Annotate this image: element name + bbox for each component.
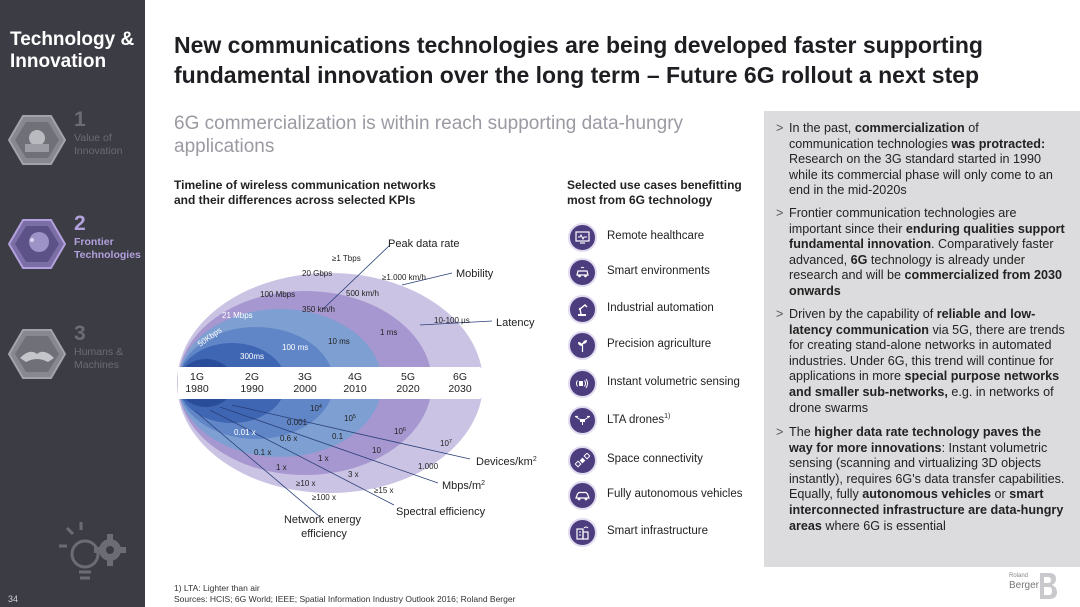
wireless-generations-diagram: Peak data rate Mobility Latency Devices/… (177, 238, 537, 540)
page-title: New communications technologies are bein… (174, 32, 983, 88)
kpi-mbps: Mbps/m2 (442, 480, 485, 492)
page-subtitle: 6G commercialization is within reach sup… (174, 113, 684, 157)
value-label: 1 x (318, 454, 329, 463)
value-label: 20 Gbps (302, 269, 332, 278)
timeline-section-title: Timeline of wireless communication netwo… (174, 178, 436, 207)
value-label: 105 (344, 414, 356, 423)
value-label: 300ms (240, 352, 264, 361)
commentary-bullet: > The higher data rate technology paves … (776, 425, 1065, 533)
smart-car-icon (568, 258, 597, 287)
sidebar-item-number: 3 (74, 322, 86, 345)
kpi-mobility: Mobility (456, 268, 494, 280)
roland-berger-logo-icon (1040, 573, 1057, 599)
footnote: 1) LTA: Lighter than air Sources: HCIS; … (174, 583, 516, 604)
value-label: 100 ms (282, 343, 308, 352)
commentary-panel (764, 111, 1080, 567)
humans-machines-hex-icon (8, 329, 66, 379)
logo-text-small: Roland (1009, 573, 1029, 579)
value-of-innovation-hex-icon (8, 115, 66, 165)
usecase-item-precision-agriculture: Precision agriculture (568, 331, 768, 363)
satellite-icon (568, 446, 597, 475)
frontier-technologies-hex-icon (8, 219, 66, 269)
sidebar: Technology & Innovation 1 Value of Innov… (0, 0, 145, 607)
value-label: 104 (310, 404, 322, 413)
kpi-network-energy: Network energy efficiency (284, 514, 364, 540)
gen-year-2020: 2020 (396, 383, 420, 395)
gen-label-6g: 6G (453, 371, 467, 383)
value-label: ≥1.000 km/h (382, 273, 426, 282)
usecases-section-title: Selected use cases benefitting most from… (567, 178, 742, 207)
usecase-item-smart-environments: Smart environments (568, 258, 768, 290)
sidebar-item-number: 2 (74, 212, 86, 235)
usecase-item-instant-volumetric-sensing: Instant volumetric sensing (568, 369, 768, 401)
value-label: 1 x (276, 463, 287, 472)
value-label: 1.000 (418, 462, 439, 471)
sidebar-item-label: Value of Innovation (74, 132, 123, 157)
value-label: 0.001 (287, 418, 308, 427)
value-label: 350 km/h (302, 305, 335, 314)
kpi-spectral-efficiency: Spectral efficiency (396, 506, 486, 518)
gen-label-1g: 1G (190, 371, 204, 383)
logo-text: Berger (1009, 580, 1040, 591)
gen-year-2010: 2010 (343, 383, 367, 395)
sidebar-item-number: 1 (74, 108, 86, 131)
usecase-item-space-connectivity: Space connectivity (568, 446, 768, 478)
value-label: ≥1 Tbps (332, 254, 361, 263)
value-label: 106 (394, 427, 406, 436)
value-label: 21 Mbps (222, 311, 253, 320)
value-label: 10-100 μs (434, 316, 470, 325)
usecase-item-fully-autonomous-vehicles: Fully autonomous vehicles (568, 481, 768, 513)
usecase-item-smart-infrastructure: Smart infrastructure (568, 518, 768, 550)
value-label: 0.01 x (234, 428, 256, 437)
drone-icon (568, 406, 597, 435)
monitor-heart-icon (568, 223, 597, 252)
building-icon (568, 518, 597, 547)
sidebar-item-value-of-innovation[interactable]: 1 Value of Innovation (0, 108, 145, 178)
kpi-latency: Latency (496, 317, 535, 329)
value-label: 500 km/h (346, 289, 379, 298)
value-label: ≥15 x (374, 486, 394, 495)
commentary-bullet: > In the past, commercialization of comm… (776, 121, 1053, 198)
value-label: 0.1 x (254, 448, 271, 457)
timeline-arrow (178, 367, 498, 399)
robot-arm-icon (568, 295, 597, 324)
sidebar-item-humans-machines[interactable]: 3 Humans & Machines (0, 322, 145, 392)
value-label: 10 ms (328, 337, 350, 346)
gen-year-1990: 1990 (240, 383, 264, 395)
usecase-item-lta-drones: LTA drones1) (568, 406, 768, 438)
value-label: 107 (440, 439, 452, 448)
usecase-item-remote-healthcare: Remote healthcare (568, 223, 768, 255)
gen-label-3g: 3G (298, 371, 312, 383)
gen-label-2g: 2G (245, 371, 259, 383)
value-label: 0.6 x (280, 434, 297, 443)
sensing-icon (568, 369, 597, 398)
kpi-peak-data-rate: Peak data rate (388, 238, 460, 250)
value-label: 10 (372, 446, 381, 455)
gen-year-1980: 1980 (185, 383, 209, 395)
plant-icon (568, 331, 597, 360)
value-label: 3 x (348, 470, 359, 479)
value-label: ≥100 x (312, 493, 336, 502)
value-label: 0.1 (332, 432, 344, 441)
gen-year-2000: 2000 (293, 383, 317, 395)
commentary-bullet: > Frontier communication technologies ar… (776, 206, 1065, 298)
commentary-bullet: > Driven by the capability of reliable a… (776, 307, 1065, 415)
usecase-item-industrial-automation: Industrial automation (568, 295, 768, 327)
value-label: ≥10 x (296, 479, 316, 488)
kpi-devices: Devices/km2 (476, 456, 537, 468)
sidebar-item-frontier-technologies[interactable]: 2 Frontier Technologies (0, 212, 145, 282)
lightbulb-gear-icon (59, 522, 126, 580)
gen-label-5g: 5G (401, 371, 415, 383)
sidebar-title: Technology & Innovation (10, 29, 135, 72)
gen-year-2030: 2030 (448, 383, 472, 395)
value-label: 1 ms (380, 328, 397, 337)
page-number: 34 (8, 594, 19, 604)
gen-label-4g: 4G (348, 371, 362, 383)
value-label: 100 Mbps (260, 290, 295, 299)
sidebar-item-label: Humans & Machines (74, 346, 124, 371)
car-icon (568, 481, 597, 510)
sidebar-item-label: Frontier Technologies (74, 236, 141, 261)
